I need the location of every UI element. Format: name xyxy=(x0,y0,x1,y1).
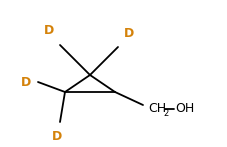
Text: D: D xyxy=(52,130,62,143)
Text: CH: CH xyxy=(148,102,166,116)
Text: OH: OH xyxy=(175,102,194,116)
Text: D: D xyxy=(44,24,54,37)
Text: 2: 2 xyxy=(163,108,168,117)
Text: D: D xyxy=(124,27,134,40)
Text: D: D xyxy=(21,76,31,88)
